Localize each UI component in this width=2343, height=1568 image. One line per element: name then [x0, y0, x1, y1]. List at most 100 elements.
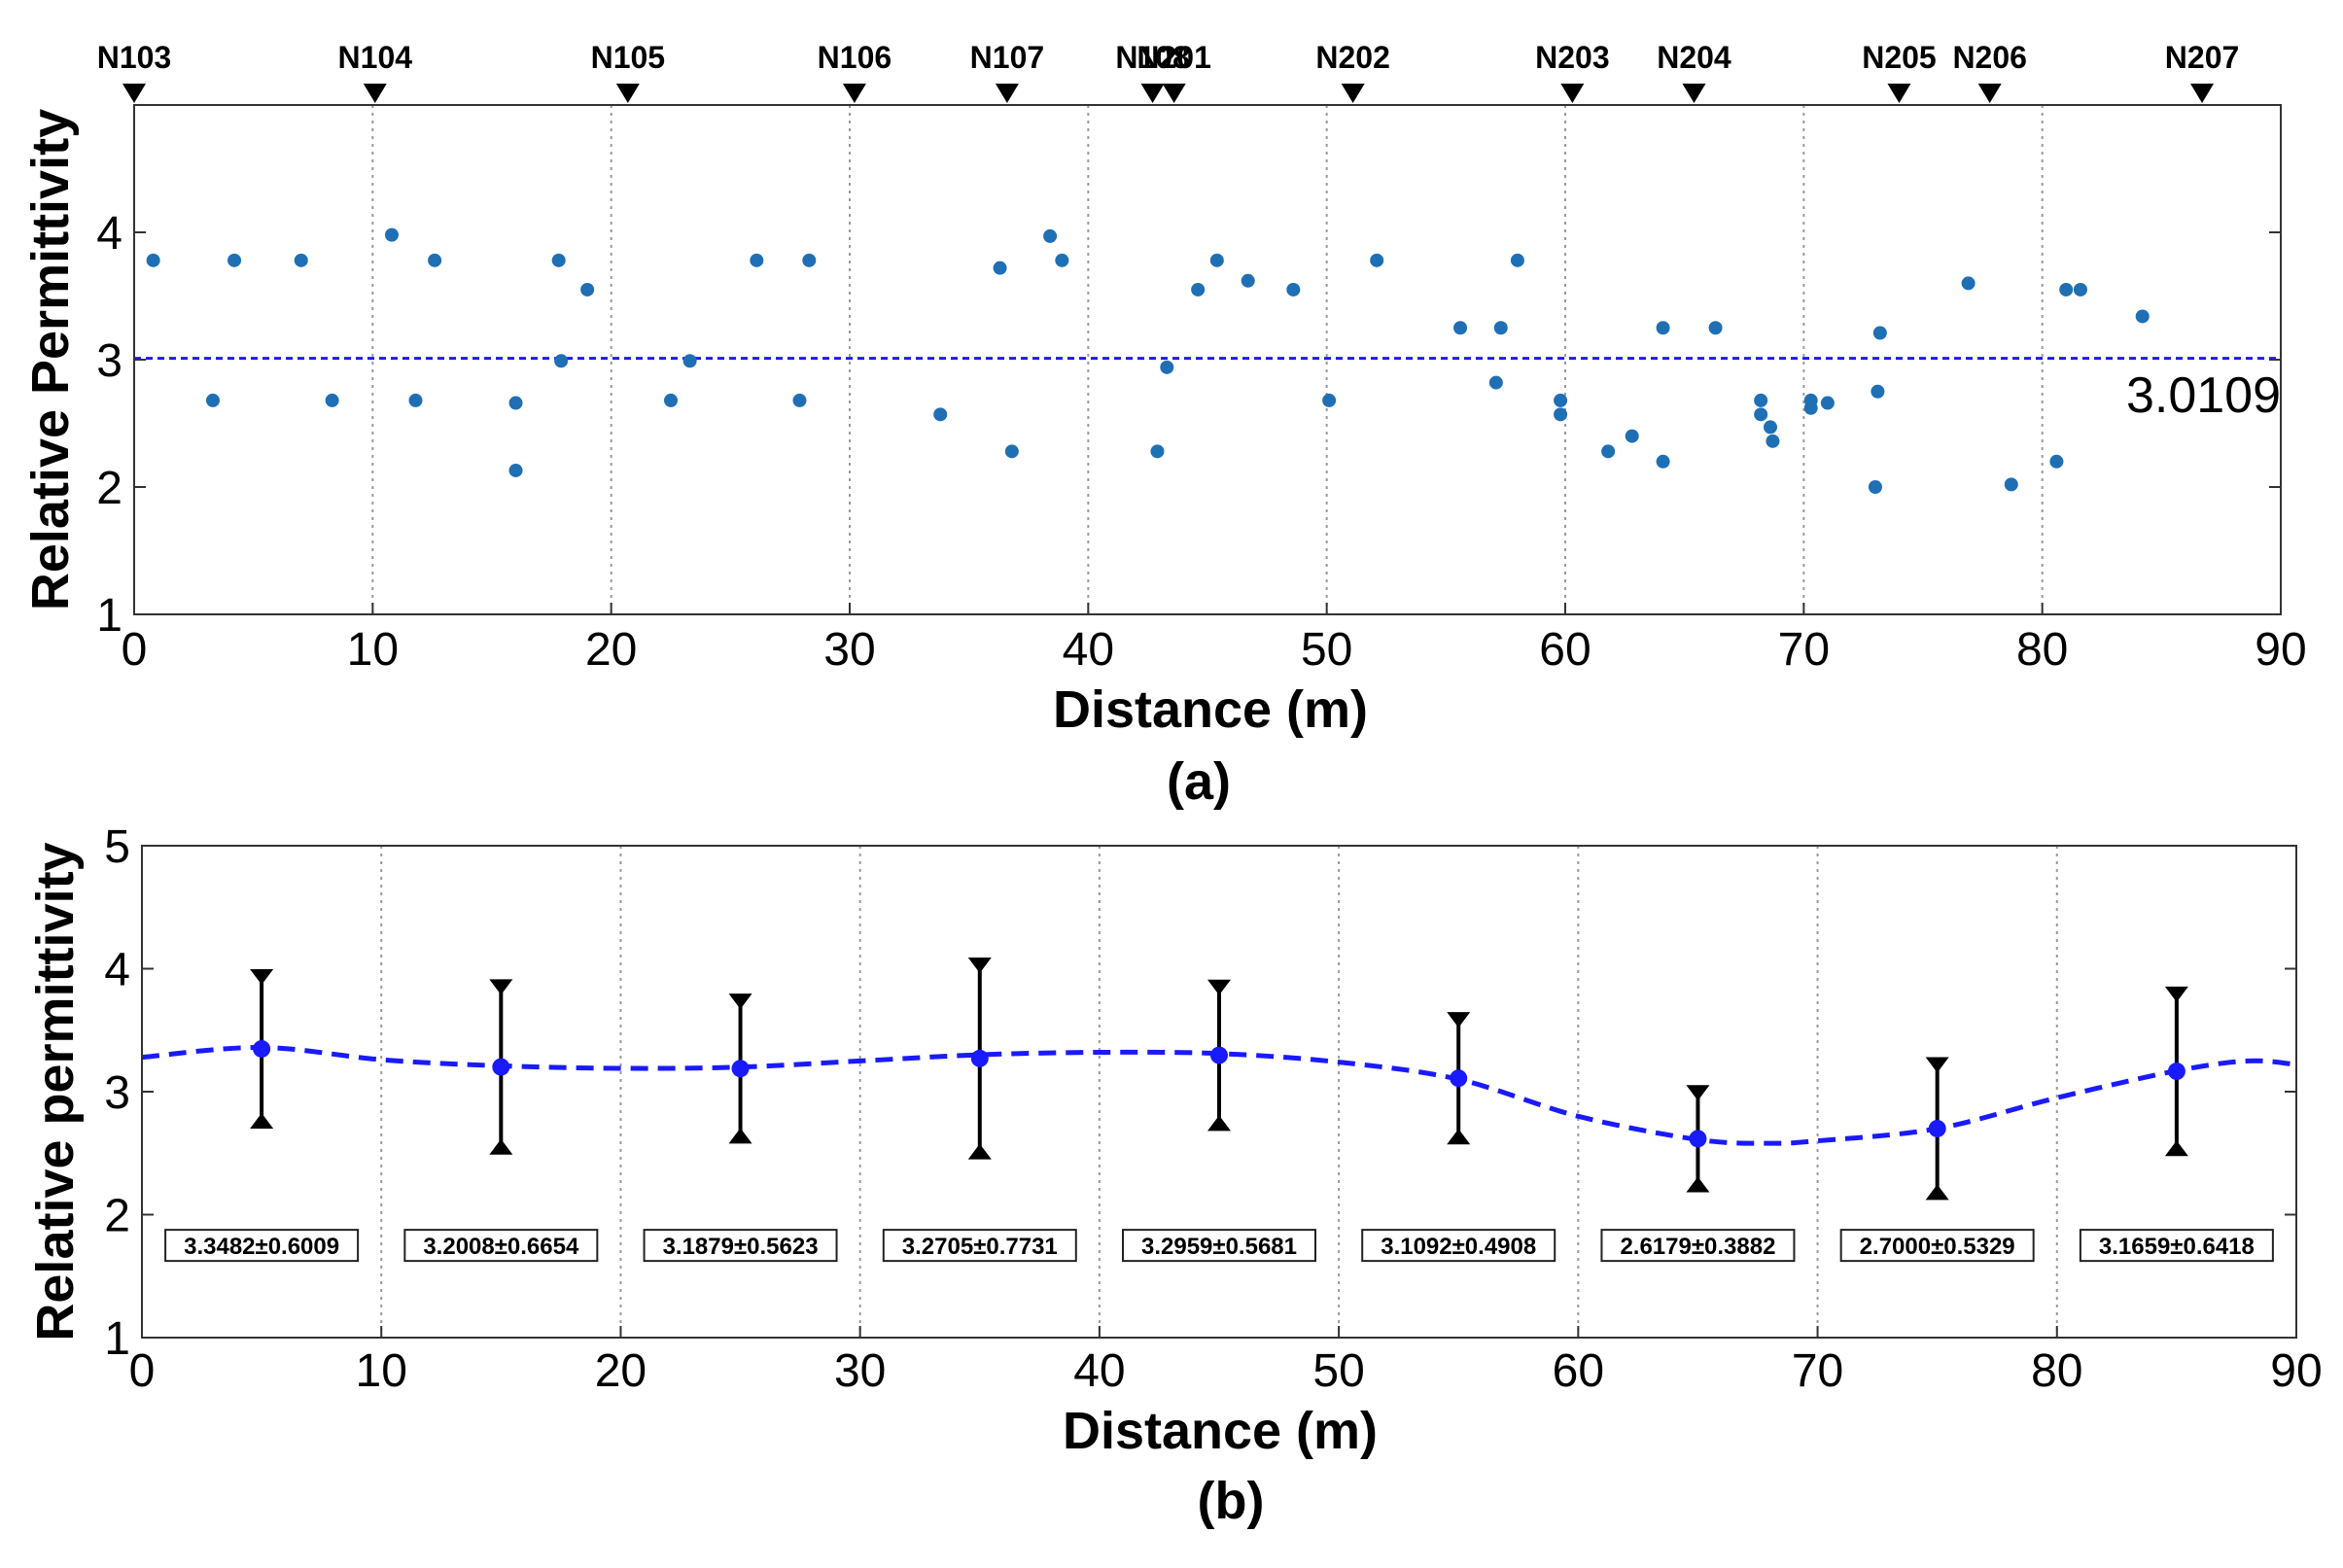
- panel-b-y-tick-label: 3: [104, 1067, 130, 1119]
- panel-a-data-point: [554, 354, 569, 368]
- panel-b-errorbar-cap-top: [489, 979, 513, 995]
- panel-a-data-point: [1601, 444, 1616, 459]
- panel-a-node-label: N202: [1315, 40, 1390, 75]
- panel-a-data-point: [1820, 396, 1835, 410]
- panel-a-data-point: [1803, 401, 1818, 415]
- panel-a-x-tick-labels: 0 10 20 30 40 50 60 70 80 90: [122, 624, 2307, 676]
- panel-a-data-point: [1868, 480, 1882, 494]
- panel-a-data-point: [1191, 282, 1206, 296]
- panel-a-data-point: [802, 253, 817, 267]
- panel-a-data-point: [1766, 434, 1780, 448]
- panel-a-data-point: [227, 253, 242, 267]
- panel-a-data-point: [2004, 477, 2018, 492]
- panel-a-node-label: N203: [1535, 40, 1610, 75]
- panel-b-value-box: [1361, 1229, 1556, 1263]
- panel-a-x-tick-label: 60: [1539, 624, 1591, 676]
- panel-b-errorbar-cap-bottom: [2164, 1140, 2188, 1157]
- panel-b-mean-point: [970, 1049, 989, 1067]
- panel-b-value-box: [643, 1229, 838, 1263]
- panel-a-data-point: [664, 393, 678, 407]
- panel-b-x-tick-label: 20: [595, 1345, 647, 1397]
- panel-a-y-tick-label: 2: [96, 463, 122, 514]
- panel-b-errorbar-cap-bottom: [1686, 1176, 1710, 1193]
- panel-b-mean-point: [1689, 1130, 1707, 1148]
- panel-b-errorbar-cap-top: [1925, 1057, 1949, 1073]
- panel-b-value-box: [2079, 1229, 2274, 1263]
- panel-a-y-tick-label: 4: [96, 208, 122, 260]
- panel-b-y-tick-label: 4: [104, 945, 130, 996]
- panel-a-data-point: [1754, 407, 1768, 422]
- panel-a-data-point: [146, 253, 160, 267]
- panel-a-data-point: [1004, 444, 1019, 459]
- panel-a-node-marker: [842, 84, 866, 103]
- panel-a-x-tick-label: 90: [2255, 624, 2306, 676]
- panel-b-value-box: [1600, 1229, 1796, 1263]
- panel-a-x-tick-label: 20: [585, 624, 637, 676]
- panel-a-data-point: [2135, 309, 2150, 324]
- panel-a-data-point: [1763, 420, 1777, 435]
- panel-b-errorbar-cap-top: [2164, 986, 2188, 1002]
- panel-a-x-tick-label: 10: [347, 624, 399, 676]
- panel-b-x-tick-label: 30: [834, 1345, 886, 1397]
- panel-b-x-tick-label: 10: [356, 1345, 407, 1397]
- panel-a-node-label: N205: [1862, 40, 1937, 75]
- panel-a-y-tick-label: 3: [96, 335, 122, 387]
- panel-a-node-marker: [1887, 84, 1911, 103]
- panel-a-node-marker: [1162, 84, 1186, 103]
- panel-b-errorbar-cap-bottom: [967, 1143, 992, 1160]
- panel-b-value-box-label: 3.1659±0.6418: [2099, 1234, 2255, 1260]
- panel-a-data-point: [1241, 273, 1255, 288]
- panel-b-mean-point: [253, 1039, 271, 1058]
- panel-a-data-point: [408, 393, 423, 407]
- panel-a-data-point: [1871, 384, 1885, 399]
- panel-b-errorbar-cap-bottom: [250, 1112, 274, 1129]
- panel-a-node-label: N204: [1657, 40, 1731, 75]
- panel-a-node-marker: [1682, 84, 1706, 103]
- panel-a-x-tick-label: 30: [823, 624, 875, 676]
- panel-b-errorbar-cap-top: [967, 957, 992, 973]
- panel-a-data-point: [933, 407, 948, 422]
- panel-a-node-label: N207: [2165, 40, 2240, 75]
- panel-b-errorbar-cap-bottom: [489, 1138, 513, 1155]
- panel-b-value-box-label: 3.2705±0.7731: [902, 1234, 1058, 1260]
- panel-b-value-box: [882, 1229, 1077, 1263]
- panel-a-data-point: [1209, 253, 1224, 267]
- panel-b-x-tick-label: 60: [1553, 1345, 1604, 1397]
- panel-b-tick-marks: [141, 845, 2297, 1339]
- panel-a-data-point: [1754, 393, 1768, 407]
- panel-b-errorbar-cap-bottom: [1447, 1129, 1471, 1145]
- panel-b-x-tick-label: 70: [1792, 1345, 1843, 1397]
- panel-a-node-marker: [1560, 84, 1585, 103]
- panel-a-label: (a): [1167, 752, 1231, 811]
- panel-a-data-point: [682, 354, 697, 368]
- panel-b-mean-point: [1928, 1119, 1946, 1137]
- panel-a-mean-label: 3.0109: [2126, 367, 2281, 424]
- panel-b-y-tick-label: 2: [104, 1191, 130, 1242]
- panel-a-node-marker: [1140, 84, 1165, 103]
- panel-b-y-tick-label: 5: [104, 821, 130, 873]
- panel-a-data-point: [2049, 454, 2064, 469]
- panel-a-data-point: [1043, 228, 1058, 243]
- panel-a-data-point: [750, 253, 764, 267]
- panel-b-error-bars: [250, 957, 2188, 1201]
- panel-a-node-label: N107: [970, 40, 1045, 75]
- panel-b-value-box-label: 2.6179±0.3882: [1620, 1234, 1775, 1260]
- panel-b-y-axis-title: Relative permittivity: [26, 842, 85, 1341]
- panel-b-value-box-label: 3.2959±0.5681: [1141, 1234, 1297, 1260]
- panel-b-value-box-label: 2.7000±0.5329: [1860, 1234, 2015, 1260]
- panel-a-data-point: [325, 393, 339, 407]
- panel-a-node-label: N201: [1137, 40, 1211, 75]
- panel-b-errorbar-cap-top: [1207, 979, 1231, 995]
- panel-a-data-point: [1656, 454, 1670, 469]
- panel-a-node-marker: [995, 84, 1019, 103]
- panel-a-data-point: [1160, 360, 1174, 374]
- panel-a-node-marker: [1341, 84, 1365, 103]
- panel-a-data-points: [146, 227, 2150, 494]
- panel-a-data-point: [1510, 253, 1524, 267]
- panel-a-data-point: [993, 261, 1007, 275]
- panel-b-x-tick-label: 0: [129, 1345, 156, 1397]
- panel-a-data-point: [2073, 282, 2087, 296]
- panel-a-node-label: N105: [591, 40, 666, 75]
